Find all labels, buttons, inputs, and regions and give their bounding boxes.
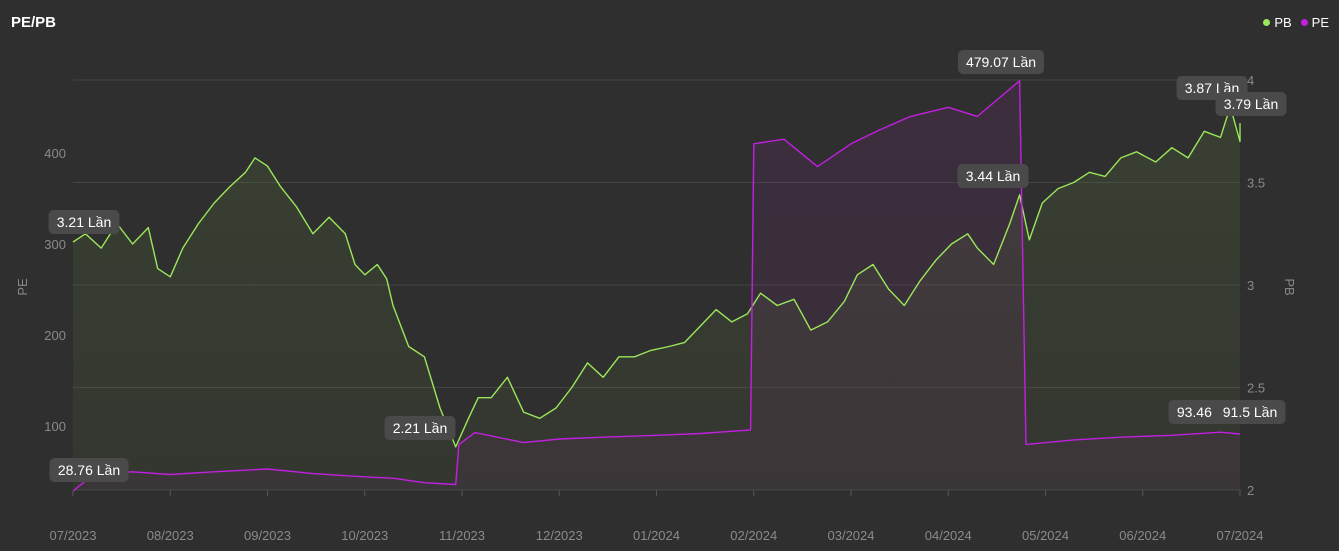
data-label-text: 2.21 Lần (393, 420, 448, 436)
y-axis-left-ticks: 100 200 300 400 (44, 146, 66, 434)
x-tick-label: 01/2024 (633, 528, 680, 543)
data-label-box (958, 50, 1044, 74)
x-tick-label: 09/2023 (244, 528, 291, 543)
y-left-tick-label: 300 (44, 237, 66, 252)
series-areas (73, 80, 1240, 492)
data-label: 479.07 Lần (958, 50, 1044, 74)
x-tick-label: 12/2023 (536, 528, 583, 543)
legend-label-pb: PB (1274, 15, 1292, 30)
chart-legend: PB PE (1263, 15, 1329, 30)
data-label-box (1215, 92, 1287, 116)
y-left-tick-label: 100 (44, 419, 66, 434)
x-tick-label: 07/2024 (1217, 528, 1264, 543)
y-axis-left-title: PE (15, 278, 30, 296)
chart-title: PE/PB (11, 14, 57, 31)
data-label: 91.5 Lần (1214, 400, 1286, 424)
legend-dot-pe-icon (1300, 19, 1308, 26)
data-label-text: 3.21 Lần (57, 214, 112, 230)
data-label-text: 479.07 Lần (966, 54, 1036, 70)
series-area-pb (73, 106, 1240, 490)
y-right-tick-label: 4 (1247, 73, 1254, 88)
data-label: 3.79 Lần (1215, 92, 1287, 116)
data-label-box (957, 164, 1029, 188)
y-left-tick-label: 200 (44, 328, 66, 343)
data-label: 3.44 Lần (957, 164, 1029, 188)
y-right-tick-label: 2 (1247, 483, 1254, 498)
x-tick-label: 06/2024 (1119, 528, 1166, 543)
series-area-pe (73, 80, 1240, 492)
x-tick-label: 02/2024 (730, 528, 777, 543)
legend-item-pb[interactable]: PB (1263, 15, 1292, 30)
legend-label-pe: PE (1311, 15, 1329, 30)
x-tick-label: 11/2023 (439, 528, 485, 543)
y-left-tick-label: 400 (44, 146, 66, 161)
y-right-tick-label: 3.5 (1247, 176, 1265, 191)
legend-dot-pb-icon (1263, 19, 1271, 26)
legend-item-pe[interactable]: PE (1300, 15, 1329, 30)
data-label-box (1214, 400, 1286, 424)
data-label-box (48, 210, 120, 234)
x-tick-label: 10/2023 (341, 528, 388, 543)
data-label-box (384, 416, 456, 440)
data-label-text: 3.44 Lần (966, 168, 1021, 184)
x-tick-label: 03/2024 (828, 528, 875, 543)
data-label-box (49, 458, 129, 482)
y-right-tick-label: 3 (1247, 278, 1254, 293)
data-label: 2.21 Lần (384, 416, 456, 440)
y-axis-right-title: PB (1282, 278, 1297, 295)
x-tick-label: 04/2024 (925, 528, 972, 543)
data-label: 3.21 Lần (48, 210, 120, 234)
y-axis-right-ticks: 2 2.5 3 3.5 4 (1247, 73, 1265, 498)
x-tick-label: 05/2024 (1022, 528, 1069, 543)
data-label-text: 91.5 Lần (1223, 404, 1278, 420)
series-line-pb[interactable] (72, 105, 1241, 448)
x-axis-ticks: 07/2023 08/2023 09/2023 10/2023 11/2023 12/20… (50, 490, 1264, 543)
x-tick-label: 08/2023 (147, 528, 194, 543)
y-right-tick-label: 2.5 (1247, 381, 1265, 396)
x-tick-label: 07/2023 (50, 528, 97, 543)
data-label: 28.76 Lần (49, 458, 129, 482)
data-label-text: 28.76 Lần (58, 462, 120, 478)
series-lines (72, 80, 1241, 492)
data-label-text: 3.79 Lần (1224, 96, 1279, 112)
series-line-pe[interactable] (72, 80, 1241, 492)
data-labels: 3.21 Lần 28.76 Lần 2.21 Lần 479.07 Lần 3.44 … (48, 50, 1287, 482)
